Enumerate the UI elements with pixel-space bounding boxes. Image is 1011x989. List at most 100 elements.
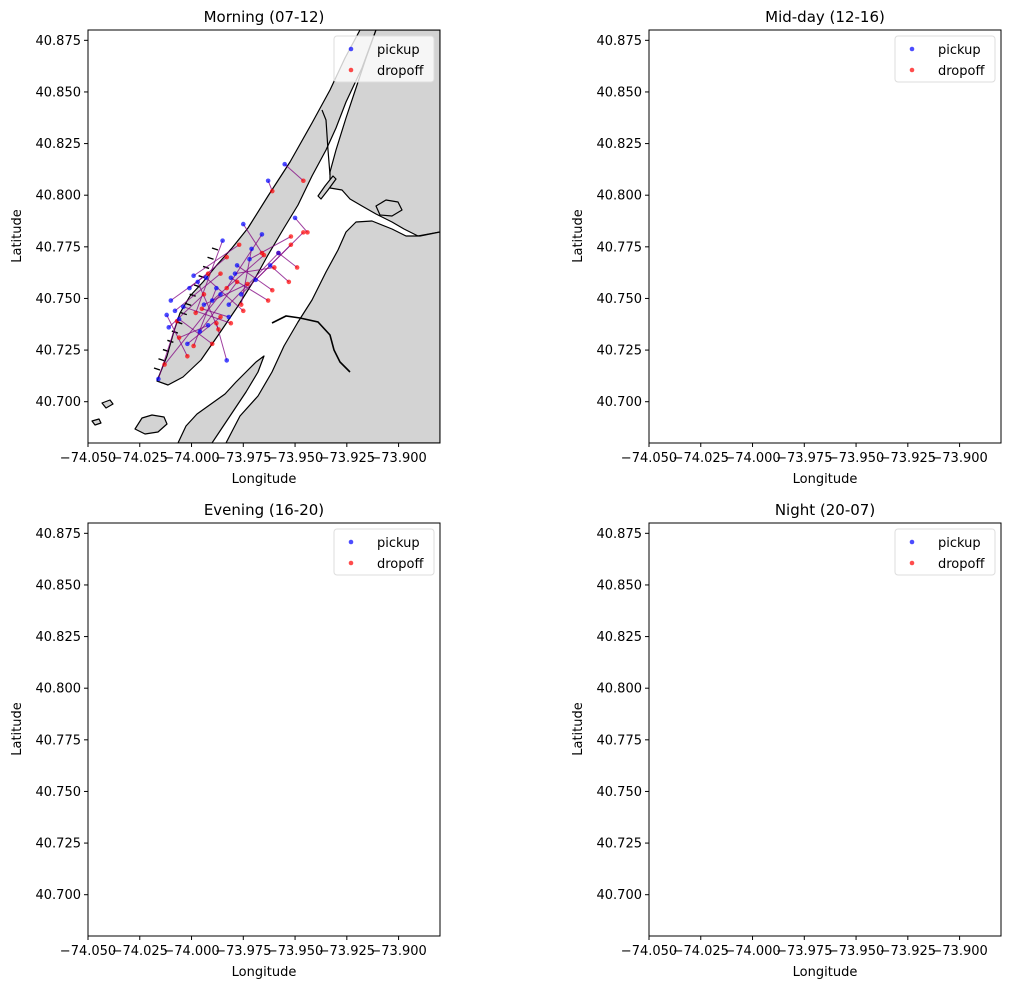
map-background bbox=[88, 30, 440, 443]
pickup-point bbox=[220, 779, 225, 784]
legend-dropoff-label: dropoff bbox=[938, 557, 985, 572]
trip-line bbox=[285, 738, 299, 759]
y-axis-ticks: 40.700 40.725 40.750 40.775 40.800 40.825 40.8… bbox=[597, 34, 649, 410]
pickup-point bbox=[767, 804, 772, 809]
trip-line bbox=[717, 862, 736, 887]
pier-mark bbox=[154, 861, 160, 863]
pier-mark bbox=[764, 266, 770, 268]
pickup-point bbox=[205, 322, 211, 328]
y-tick-label: 40.725 bbox=[597, 344, 643, 359]
pickup-point bbox=[767, 292, 772, 297]
dropoff-point bbox=[781, 331, 786, 336]
land-brooklyn bbox=[739, 849, 825, 936]
legend-dropoff-label: dropoff bbox=[377, 557, 424, 572]
trip-line bbox=[788, 808, 815, 822]
x-tick-label: −74.025 bbox=[673, 451, 729, 466]
legend: pickup dropoff bbox=[894, 35, 996, 83]
trip-line bbox=[808, 740, 845, 759]
land-manhattan bbox=[157, 523, 376, 878]
trip-line bbox=[204, 742, 216, 769]
pickup-point bbox=[228, 275, 234, 281]
dropoff-point bbox=[209, 341, 215, 347]
pier-mark bbox=[742, 313, 748, 315]
pier-mark bbox=[172, 824, 178, 826]
pickup-point bbox=[798, 267, 803, 272]
dropoff-point bbox=[721, 354, 726, 359]
pickup-point bbox=[763, 269, 768, 274]
dropoff-point bbox=[218, 845, 223, 850]
dropoff-point bbox=[870, 576, 875, 581]
dropoff-point bbox=[831, 300, 836, 305]
trip-line bbox=[231, 709, 248, 744]
trip-line bbox=[173, 777, 200, 791]
legend-pickup-marker bbox=[909, 46, 915, 52]
dropoff-point bbox=[245, 742, 250, 747]
dropoff-point bbox=[262, 709, 267, 714]
trip-line bbox=[167, 800, 177, 808]
pickup-point bbox=[777, 760, 782, 765]
trip-line bbox=[794, 247, 835, 288]
pier-mark bbox=[208, 750, 214, 752]
pier-mark bbox=[212, 741, 218, 743]
trip-line bbox=[223, 765, 256, 782]
dropoff-point bbox=[750, 317, 755, 322]
x-tick-label: −74.000 bbox=[163, 944, 219, 959]
y-tick-label: 40.800 bbox=[597, 682, 643, 697]
axes-frame bbox=[87, 522, 441, 937]
pickup-point bbox=[284, 665, 289, 670]
land-governors-island bbox=[696, 908, 728, 927]
pickup-point bbox=[197, 329, 203, 334]
y-tick-label: 40.875 bbox=[597, 527, 643, 542]
x-tick-label: −74.000 bbox=[724, 451, 780, 466]
pickup-point bbox=[235, 797, 240, 802]
trip-line bbox=[245, 754, 274, 789]
pickup-point bbox=[166, 839, 171, 844]
x-tick-label: −74.000 bbox=[724, 944, 780, 959]
trip-line bbox=[724, 837, 745, 870]
trip-line bbox=[753, 301, 784, 320]
land-brooklyn bbox=[178, 849, 264, 936]
legend-box bbox=[333, 35, 435, 83]
pier-mark bbox=[751, 294, 757, 296]
y-tick-label: 40.700 bbox=[597, 888, 643, 903]
pickup-point bbox=[814, 791, 819, 796]
trip-line bbox=[784, 796, 827, 823]
pickup-point bbox=[253, 715, 258, 720]
dropoff-point bbox=[802, 267, 807, 272]
pier-mark bbox=[728, 340, 734, 342]
legend-pickup-label: pickup bbox=[938, 43, 981, 58]
pickup-point bbox=[802, 249, 807, 254]
pickup-point bbox=[808, 216, 813, 221]
pier-mark bbox=[181, 806, 187, 808]
trip-line bbox=[278, 252, 298, 268]
trip-line bbox=[792, 243, 831, 276]
legend-pickup-marker bbox=[348, 539, 354, 545]
land-ellis-island bbox=[91, 418, 102, 426]
pickup-point bbox=[783, 725, 788, 730]
dropoff-point bbox=[742, 835, 747, 840]
trip-line bbox=[165, 841, 188, 884]
legend: pickup dropoff bbox=[894, 528, 996, 576]
dropoff-point bbox=[253, 762, 258, 767]
panel-morning: −74.050−74.025−74.000−73.975−73.950−73.9… bbox=[10, 8, 441, 487]
dropoff-point bbox=[825, 793, 830, 798]
harlem-river-line bbox=[321, 109, 331, 176]
trip-line bbox=[765, 579, 873, 837]
trip-line bbox=[157, 321, 178, 380]
land-roosevelt-island bbox=[318, 669, 336, 692]
dropoff-point bbox=[804, 837, 809, 842]
y-axis-ticks: 40.700 40.725 40.750 40.775 40.800 40.825 40.8… bbox=[36, 527, 88, 903]
land-randalls-island bbox=[937, 200, 963, 216]
pier-mark bbox=[724, 350, 730, 352]
pickup-point bbox=[713, 391, 718, 396]
legend-pickup-label: pickup bbox=[938, 536, 981, 551]
dropoff-point bbox=[800, 692, 805, 697]
dropoff-point bbox=[725, 826, 730, 831]
dropoff-point bbox=[294, 265, 300, 270]
x-tick-label: −73.925 bbox=[319, 944, 375, 959]
y-tick-label: 40.775 bbox=[597, 240, 643, 255]
dropoff-point bbox=[759, 342, 764, 347]
land-roosevelt-island bbox=[879, 669, 897, 692]
water-area bbox=[649, 523, 1001, 936]
